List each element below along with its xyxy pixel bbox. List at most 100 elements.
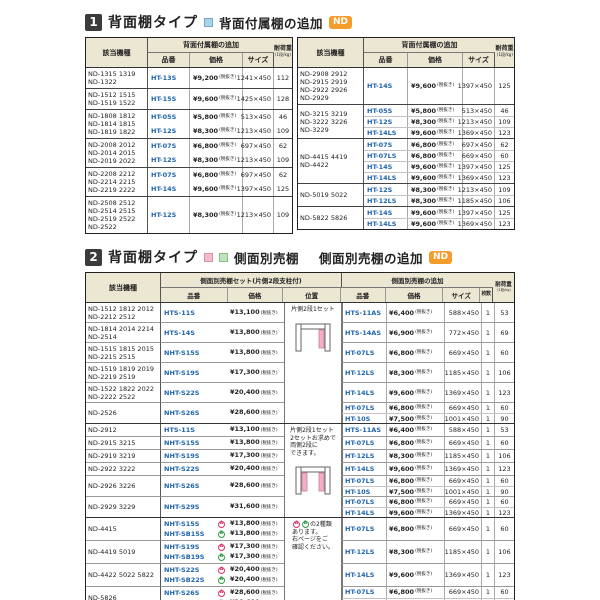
- tax-note: (税抜き): [415, 389, 433, 395]
- price-value: ¥6,400 (税抜き): [387, 424, 445, 436]
- size-value: 669×450: [445, 437, 482, 449]
- model-number: ND-2019 2022: [88, 157, 136, 165]
- parts-cell: HT-07S ¥6,800 (税抜き) 697×450 62 HT-14S ¥9,600 (税…: [148, 168, 292, 196]
- tax-note: (税抜き): [415, 589, 433, 595]
- set-cell: NHT-S19S ¥17,300(税抜き): [161, 362, 284, 382]
- part-number: HTS-11AS: [342, 424, 387, 436]
- set-row: HTS-11S ¥13,100(税抜き): [161, 425, 284, 435]
- price-value: ¥9,600 (税抜き): [387, 463, 445, 475]
- price-value: ¥13,800(税抜き): [228, 438, 284, 448]
- load-value: 60: [500, 525, 509, 533]
- add-row: HT-07LS ¥6,800 (税抜き) 669×450 1 60: [342, 403, 514, 413]
- tax-note: (税抜き): [260, 578, 278, 583]
- part-row: HT-12LS ¥8,300 (税抜き) 1185×450 106: [364, 195, 514, 206]
- model-number: ND-2008 2012: [88, 141, 136, 149]
- tax-note: (税抜き): [437, 119, 455, 124]
- parts-cell: HT-15S ¥9,600 (税抜き) 1425×450 128: [148, 89, 292, 109]
- model-cell: ND-2915 3215: [86, 436, 161, 449]
- add-row: HT-07LS ¥6,800 (税抜き) 669×450 1 60: [342, 437, 514, 449]
- price-amount: ¥20,400: [230, 387, 260, 396]
- price-amount: ¥17,300: [230, 552, 260, 560]
- price-amount: ¥6,400: [389, 426, 415, 434]
- size-value: 1241×450: [237, 68, 274, 88]
- part-number: HT-07LS: [342, 518, 387, 540]
- size-value: 772×450: [445, 323, 482, 342]
- mark-b-icon: B: [218, 553, 225, 561]
- header-part-number: 品番: [364, 53, 408, 67]
- add-row: HT-07LS ¥6,800 (税抜き) 669×450 1 60: [342, 497, 514, 507]
- model-number: ND-2508 2512: [88, 199, 136, 207]
- part-number: HT-14LS: [364, 219, 408, 229]
- mark-b-icon: B: [218, 576, 225, 584]
- price-value: ¥6,800 (税抜き): [190, 168, 243, 182]
- part-row: HT-07S ¥6,800 (税抜き) 697×450 62: [148, 168, 292, 182]
- section1-number-badge: 1: [85, 13, 102, 31]
- qty-value: 1: [482, 564, 495, 586]
- price-amount: ¥6,800: [193, 171, 219, 179]
- size-value: 697×450: [462, 139, 495, 150]
- part-number: NHT-S19S: [161, 369, 228, 377]
- model-cell: ND-2908 2912 ND-2915 2919 ND-2922 2926 ND-2…: [298, 68, 364, 104]
- set-cell: NHT-S29S ¥31,600(税抜き): [161, 496, 284, 517]
- price-value: ¥8,300 (税抜き): [387, 450, 445, 462]
- price-amount: ¥9,600: [389, 508, 415, 517]
- header-columns: 品番 価格 位置 品番 価格 サイズ 枚数: [161, 288, 493, 302]
- tax-note: (税抜き): [260, 411, 278, 416]
- size-value: 1369×450: [445, 463, 482, 475]
- part-number: HT-07LS: [342, 497, 387, 507]
- part-row: HT-07S ¥6,800 (税抜き) 697×450 62: [148, 139, 292, 153]
- header-load-sub: (1段/kg): [274, 53, 292, 59]
- size-value: 1369×450: [458, 128, 495, 138]
- price-amount: ¥8,300: [389, 452, 415, 460]
- load-value: 125: [498, 208, 511, 217]
- load-value: 109: [276, 211, 290, 219]
- model-number: ND-3215 3219: [300, 109, 348, 118]
- model-number: ND-2514 2515: [88, 207, 136, 215]
- price-value: ¥20,400(税抜き): [228, 464, 284, 474]
- table-row: ND-3215 3219 ND-3222 3226 ND-3229 HT-05S ¥5,…: [298, 104, 514, 138]
- model-cell: ND-2922 3222: [86, 462, 161, 475]
- load-value: 109: [498, 118, 511, 126]
- model-number: ND-3222 3226: [300, 117, 348, 126]
- part-row: HT-14S ¥9,600 (税抜き) 1397×450 125: [364, 207, 514, 218]
- tax-note: (税抜き): [260, 310, 278, 316]
- parts-cell: HT-12S ¥8,300 (税抜き) 1213×450 109 HT-12LS ¥8,30…: [364, 184, 514, 206]
- add-row: HT-07LS ¥6,800 (税抜き) 669×450 1 60: [342, 476, 514, 486]
- parts-cell: HT-05S ¥5,800 (税抜き) 513×450 46 HT-12S ¥8,300 (税…: [148, 110, 292, 138]
- part-number-text: NHT-S15S: [164, 520, 200, 528]
- position-cell: A B の2種類 あります。 右ページをご 確認ください。: [284, 518, 342, 600]
- set-cell: NHT-S26S ¥28,600(税抜き): [161, 475, 284, 496]
- tax-note: (税抜き): [219, 128, 237, 133]
- table-row: ND-1512 1515 ND-1519 1522 HT-15S ¥9,600 (税抜き…: [86, 88, 292, 109]
- price-value: ¥9,600 (税抜き): [408, 173, 463, 183]
- header-price: 価格: [386, 288, 444, 302]
- part-number: HT-12S: [148, 124, 190, 138]
- tax-note: (税抜き): [260, 522, 278, 527]
- section1-tables: 該当機種 背面付属棚の追加 品番 価格 サイズ 耐荷重 (1段/kg) ND-1…: [85, 37, 515, 234]
- tax-note: (税抜き): [415, 309, 433, 315]
- price-value: ¥31,600(税抜き): [228, 502, 284, 512]
- table-row: ND-2919 3219 NHT-S19S ¥17,300(税抜き) HT-12LS ¥…: [86, 449, 514, 462]
- price-amount: ¥8,300: [193, 156, 219, 164]
- size-value: 1001×450: [445, 487, 482, 496]
- tax-note: (税抜き): [415, 349, 433, 355]
- tax-note: (税抜き): [437, 175, 455, 180]
- parts-cell: HT-05S ¥5,800 (税抜き) 513×450 46 HT-12S ¥8,300 (税…: [364, 105, 514, 138]
- header-part-number: 品番: [341, 288, 386, 302]
- model-cell: ND-3215 3219 ND-3222 3226 ND-3229: [298, 105, 364, 138]
- table-row: ND-2526 NHT-S26S ¥28,600(税抜き) HT-07LS ¥6,800…: [86, 402, 514, 423]
- price-amount: ¥8,300: [411, 118, 437, 126]
- part-number: HTS-11S: [161, 426, 228, 434]
- model-number: ND-2212 2512: [88, 312, 136, 321]
- part-number-text: NHT-SB19S: [164, 553, 205, 561]
- position-text: A B の2種類 あります。 右ページをご 確認ください。: [291, 521, 334, 551]
- part-number: HT-14S: [364, 68, 408, 104]
- model-number: ND-4419 5019: [88, 548, 136, 556]
- position-text: 片側2段1セット 2セットお求めで 両側2段に できます。: [290, 427, 336, 457]
- model-cell: ND-1522 1822 2022 ND-2222 2522: [86, 382, 161, 402]
- table-row: ND-4419 5019 NHT-S19S A ¥17,300(税抜き) NHT-SB1…: [86, 540, 514, 563]
- set-cell: NHT-S26S ¥28,600(税抜き): [161, 402, 284, 423]
- tax-note: (税抜き): [260, 532, 278, 537]
- legend-square-green-icon: [219, 252, 228, 262]
